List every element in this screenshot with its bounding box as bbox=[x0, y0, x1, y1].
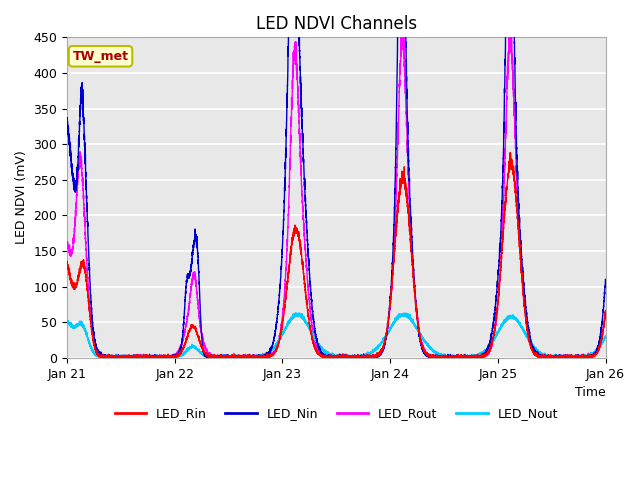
Title: LED NDVI Channels: LED NDVI Channels bbox=[256, 15, 417, 33]
Text: TW_met: TW_met bbox=[72, 50, 129, 63]
X-axis label: Time: Time bbox=[575, 386, 605, 399]
Y-axis label: LED NDVI (mV): LED NDVI (mV) bbox=[15, 151, 28, 244]
Legend: LED_Rin, LED_Nin, LED_Rout, LED_Nout: LED_Rin, LED_Nin, LED_Rout, LED_Nout bbox=[109, 403, 563, 425]
